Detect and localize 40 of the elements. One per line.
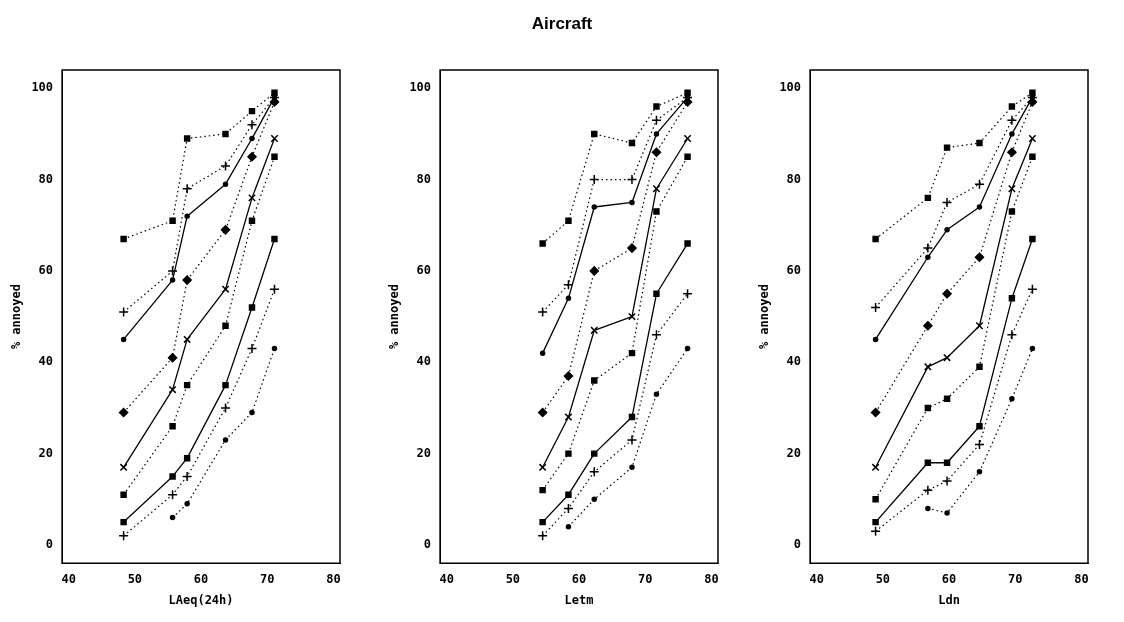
y-tick-label: 0: [45, 537, 54, 552]
y-tick-label: 0: [793, 537, 802, 552]
y-tick-label: 40: [416, 354, 432, 369]
y-tick-label: 80: [38, 171, 54, 186]
y-tick-label: 20: [416, 445, 432, 460]
y-tick-label: 0: [423, 537, 432, 552]
x-tick-label: 70: [259, 571, 275, 586]
x-tick-label: 50: [127, 571, 143, 586]
x-tick-label: 60: [571, 571, 587, 586]
y-axis-title: % annoyed: [387, 284, 402, 350]
x-tick-label: 60: [941, 571, 957, 586]
y-tick-label: 80: [786, 171, 802, 186]
y-axis-title: % annoyed: [757, 284, 772, 350]
x-tick-label: 60: [193, 571, 209, 586]
x-tick-label: 50: [505, 571, 521, 586]
y-tick-label: 60: [416, 263, 432, 278]
y-tick-label: 80: [416, 171, 432, 186]
y-tick-label: 40: [38, 354, 54, 369]
chart-title: Aircraft: [530, 14, 594, 34]
x-tick-label: 80: [1074, 571, 1089, 586]
x-tick-label: 80: [704, 571, 719, 586]
x-axis-title: LAeq(24h): [168, 592, 234, 607]
x-tick-label: 70: [637, 571, 653, 586]
x-tick-label: 40: [439, 571, 454, 586]
y-tick-label: 20: [786, 445, 802, 460]
x-tick-label: 40: [61, 571, 76, 586]
y-tick-label: 100: [779, 80, 802, 95]
x-tick-label: 70: [1007, 571, 1023, 586]
y-tick-label: 60: [786, 263, 802, 278]
x-tick-label: 40: [809, 571, 824, 586]
y-tick-label: 20: [38, 445, 54, 460]
y-tick-label: 100: [409, 80, 432, 95]
y-tick-label: 40: [786, 354, 802, 369]
y-tick-label: 100: [31, 80, 54, 95]
y-tick-label: 60: [38, 263, 54, 278]
x-tick-label: 80: [326, 571, 341, 586]
x-tick-label: 50: [875, 571, 891, 586]
x-axis-title: Ldn: [938, 592, 960, 607]
y-axis-title: % annoyed: [9, 284, 24, 350]
x-axis-title: Letm: [564, 592, 594, 607]
